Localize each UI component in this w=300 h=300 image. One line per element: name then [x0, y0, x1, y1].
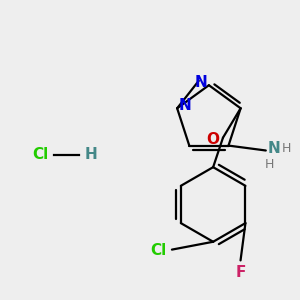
Text: H: H — [282, 142, 291, 155]
Text: N: N — [267, 141, 280, 156]
Text: Cl: Cl — [32, 147, 48, 162]
Text: H: H — [265, 158, 274, 171]
Text: N: N — [178, 98, 191, 113]
Text: O: O — [207, 132, 220, 147]
Text: F: F — [235, 265, 246, 280]
Text: N: N — [195, 75, 207, 90]
Text: Cl: Cl — [150, 243, 166, 258]
Text: H: H — [85, 147, 98, 162]
